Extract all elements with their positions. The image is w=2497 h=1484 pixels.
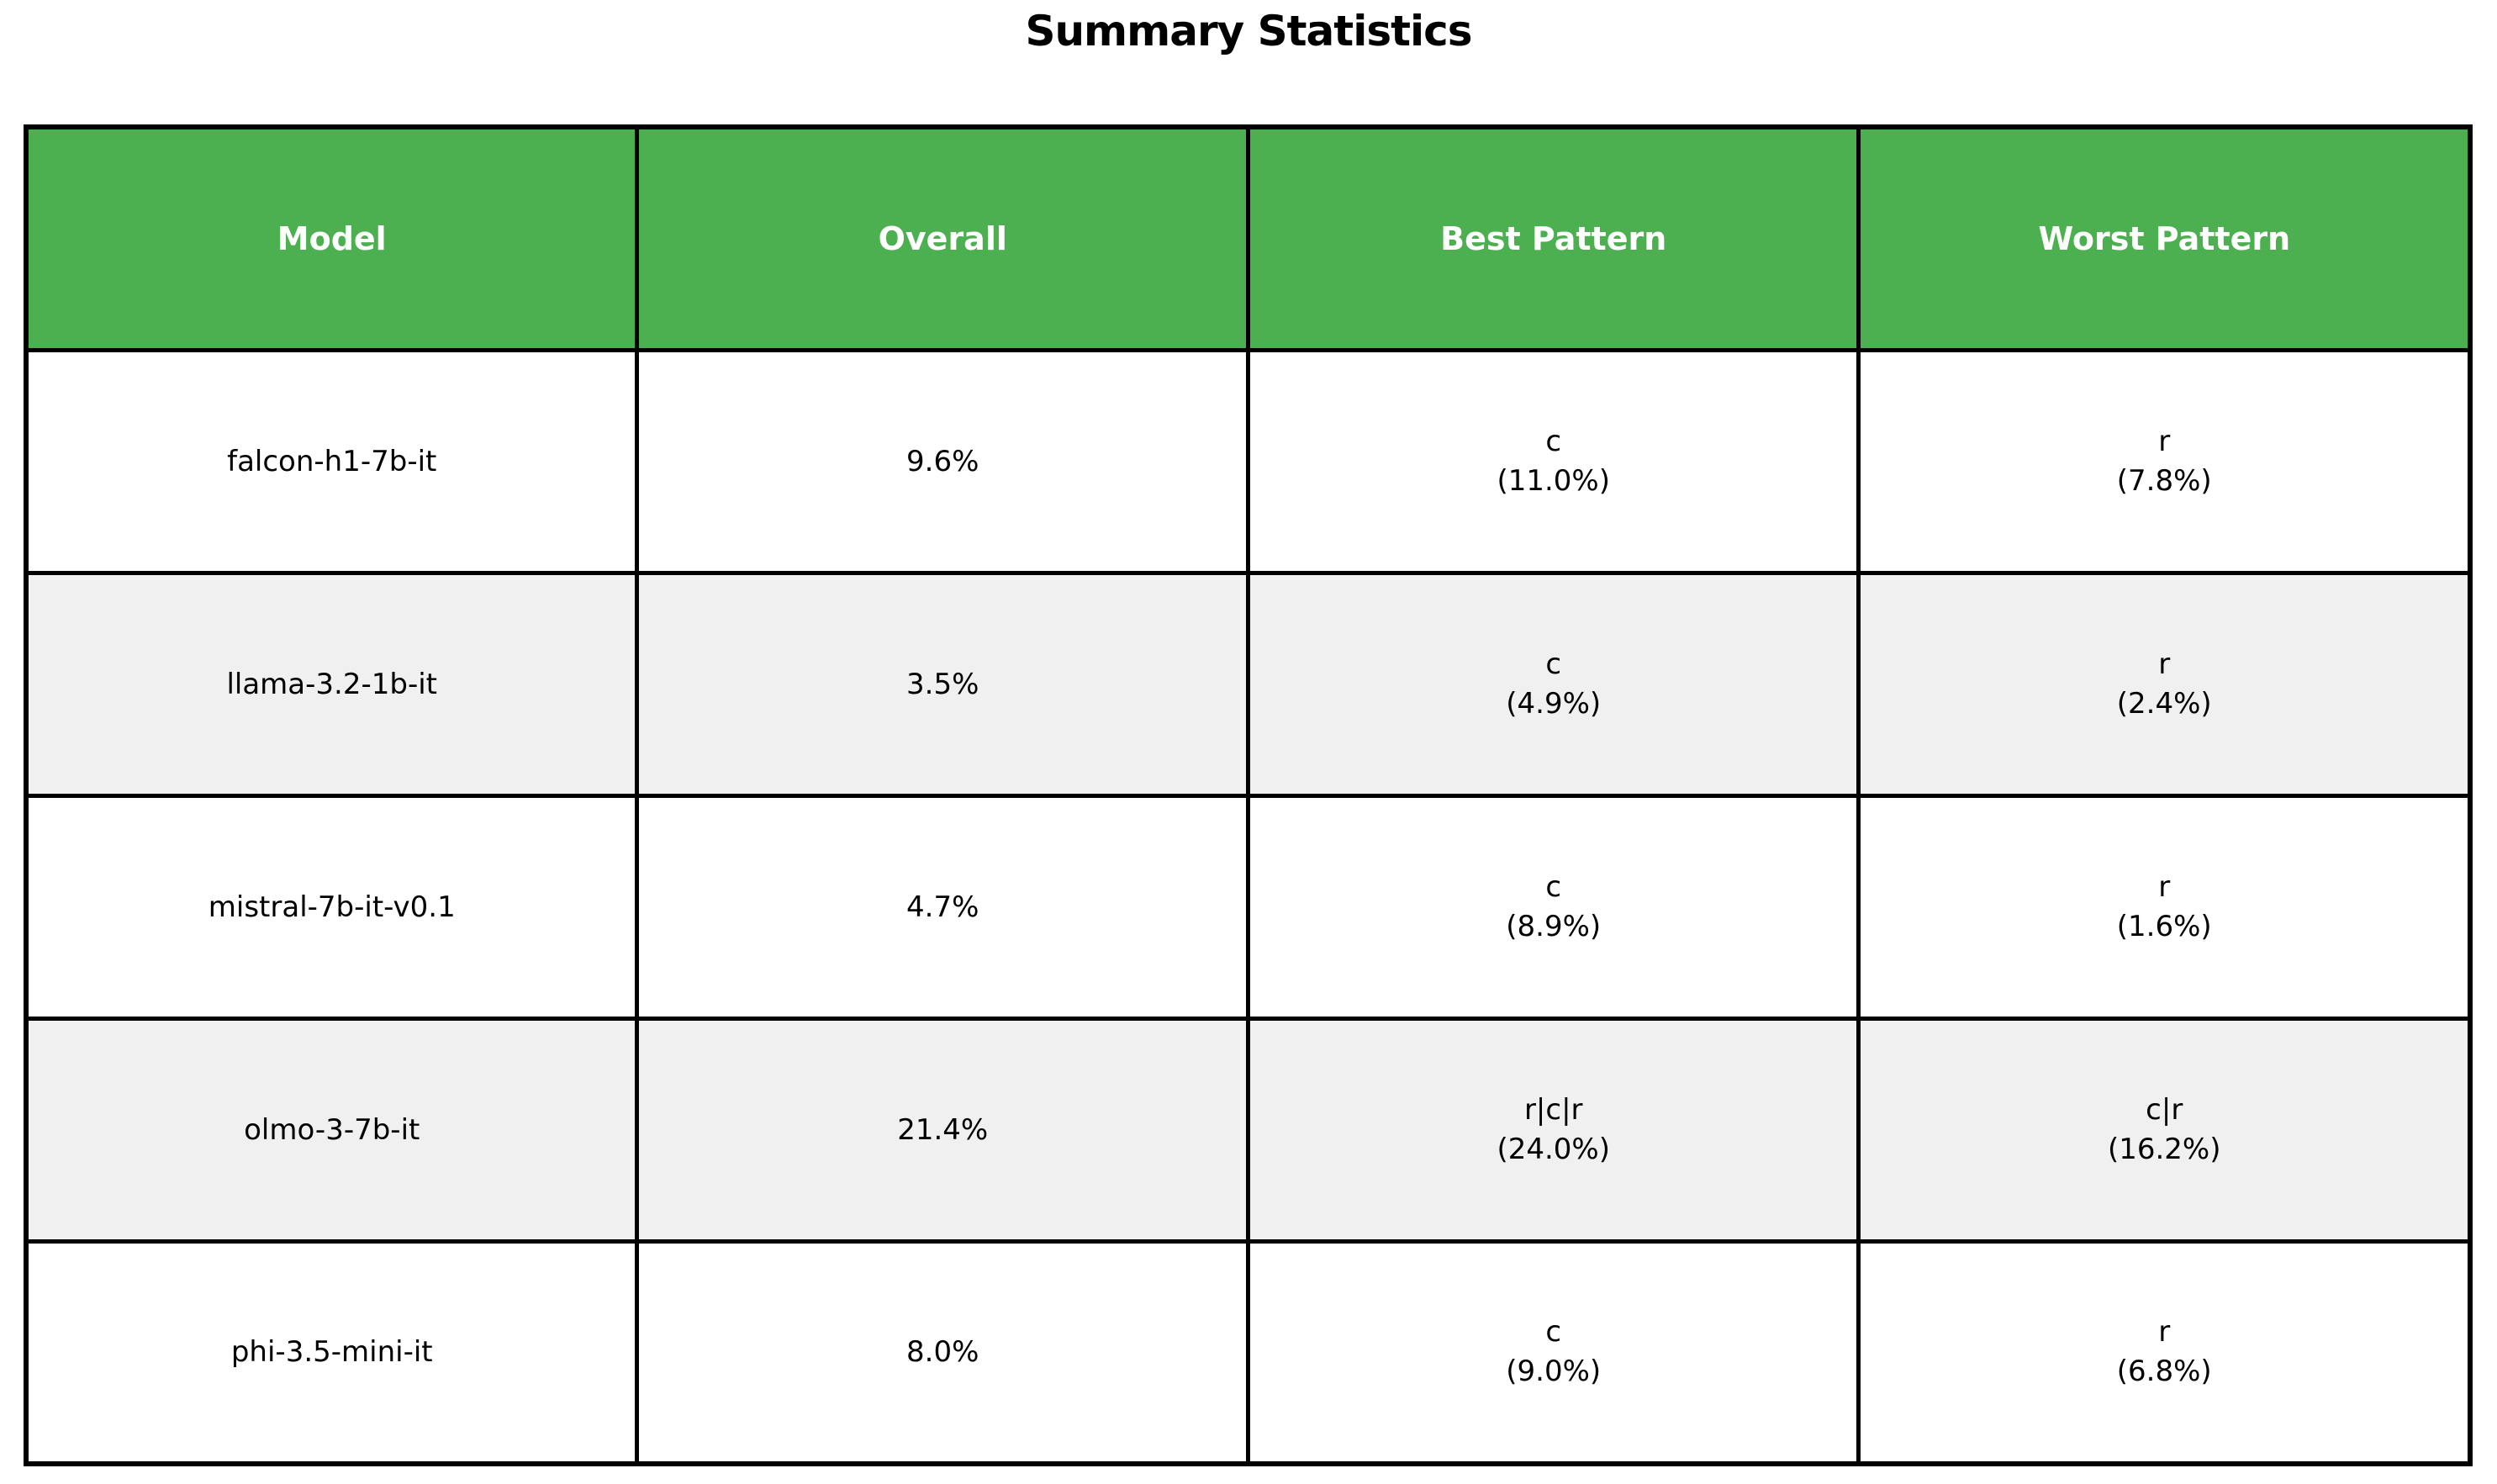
pattern-value: (2.4%) — [2116, 686, 2212, 721]
worst-pattern-cell: r (2.4%) — [1856, 570, 2473, 798]
overall-cell: 4.7% — [635, 793, 1250, 1021]
overall-cell: 21.4% — [635, 1016, 1250, 1244]
table-row: llama-3.2-1b-it 3.5% c (4.9%) r (2.4%) — [24, 570, 2473, 798]
model-cell: falcon-h1-7b-it — [24, 347, 640, 575]
pattern-value: (9.0%) — [1506, 1355, 1602, 1389]
header-row: Model Overall Best Pattern Worst Pattern — [24, 124, 2473, 352]
best-pattern-cell: c (4.9%) — [1245, 570, 1861, 798]
pattern-value: (16.2%) — [2107, 1132, 2221, 1166]
pattern-label: c|r — [2146, 1092, 2183, 1127]
best-pattern-cell: c (9.0%) — [1245, 1238, 1861, 1466]
pattern-label: r — [2158, 424, 2171, 458]
pattern-label: c — [1545, 424, 1562, 458]
page-title: Summary Statistics — [1025, 7, 1472, 55]
table-row: olmo-3-7b-it 21.4% r|c|r (24.0%) c|r (16… — [24, 1016, 2473, 1244]
overall-cell: 8.0% — [635, 1238, 1250, 1466]
worst-pattern-cell: r (6.8%) — [1856, 1238, 2473, 1466]
pattern-label: c — [1545, 1315, 1562, 1349]
model-cell: mistral-7b-it-v0.1 — [24, 793, 640, 1021]
pattern-value: (4.9%) — [1506, 686, 1602, 721]
table-body: falcon-h1-7b-it 9.6% c (11.0%) r (7.8%) … — [24, 347, 2473, 1466]
pattern-value: (6.8%) — [2116, 1355, 2212, 1389]
pattern-value: (11.0%) — [1497, 463, 1610, 498]
best-pattern-cell: c (8.9%) — [1245, 793, 1861, 1021]
model-cell: llama-3.2-1b-it — [24, 570, 640, 798]
pattern-value: (8.9%) — [1506, 909, 1602, 943]
table-header: Model Overall Best Pattern Worst Pattern — [24, 124, 2473, 352]
summary-statistics-table: Model Overall Best Pattern Worst Pattern… — [24, 124, 2473, 1466]
overall-cell: 9.6% — [635, 347, 1250, 575]
column-header-overall: Overall — [635, 124, 1250, 352]
overall-cell: 3.5% — [635, 570, 1250, 798]
best-pattern-cell: r|c|r (24.0%) — [1245, 1016, 1861, 1244]
pattern-label: c — [1545, 869, 1562, 904]
pattern-label: r|c|r — [1523, 1092, 1583, 1127]
column-header-best-pattern: Best Pattern — [1245, 124, 1861, 352]
worst-pattern-cell: c|r (16.2%) — [1856, 1016, 2473, 1244]
column-header-worst-pattern: Worst Pattern — [1856, 124, 2473, 352]
pattern-label: r — [2158, 1315, 2171, 1349]
pattern-value: (1.6%) — [2116, 909, 2212, 943]
best-pattern-cell: c (11.0%) — [1245, 347, 1861, 575]
model-cell: phi-3.5-mini-it — [24, 1238, 640, 1466]
table-row: falcon-h1-7b-it 9.6% c (11.0%) r (7.8%) — [24, 347, 2473, 575]
pattern-value: (24.0%) — [1497, 1132, 1610, 1166]
column-header-model: Model — [24, 124, 640, 352]
pattern-value: (7.8%) — [2116, 463, 2212, 498]
pattern-label: r — [2158, 647, 2171, 681]
worst-pattern-cell: r (7.8%) — [1856, 347, 2473, 575]
pattern-label: c — [1545, 647, 1562, 681]
table-row: mistral-7b-it-v0.1 4.7% c (8.9%) r (1.6%… — [24, 793, 2473, 1021]
table-row: phi-3.5-mini-it 8.0% c (9.0%) r (6.8%) — [24, 1238, 2473, 1466]
model-cell: olmo-3-7b-it — [24, 1016, 640, 1244]
pattern-label: r — [2158, 869, 2171, 904]
worst-pattern-cell: r (1.6%) — [1856, 793, 2473, 1021]
